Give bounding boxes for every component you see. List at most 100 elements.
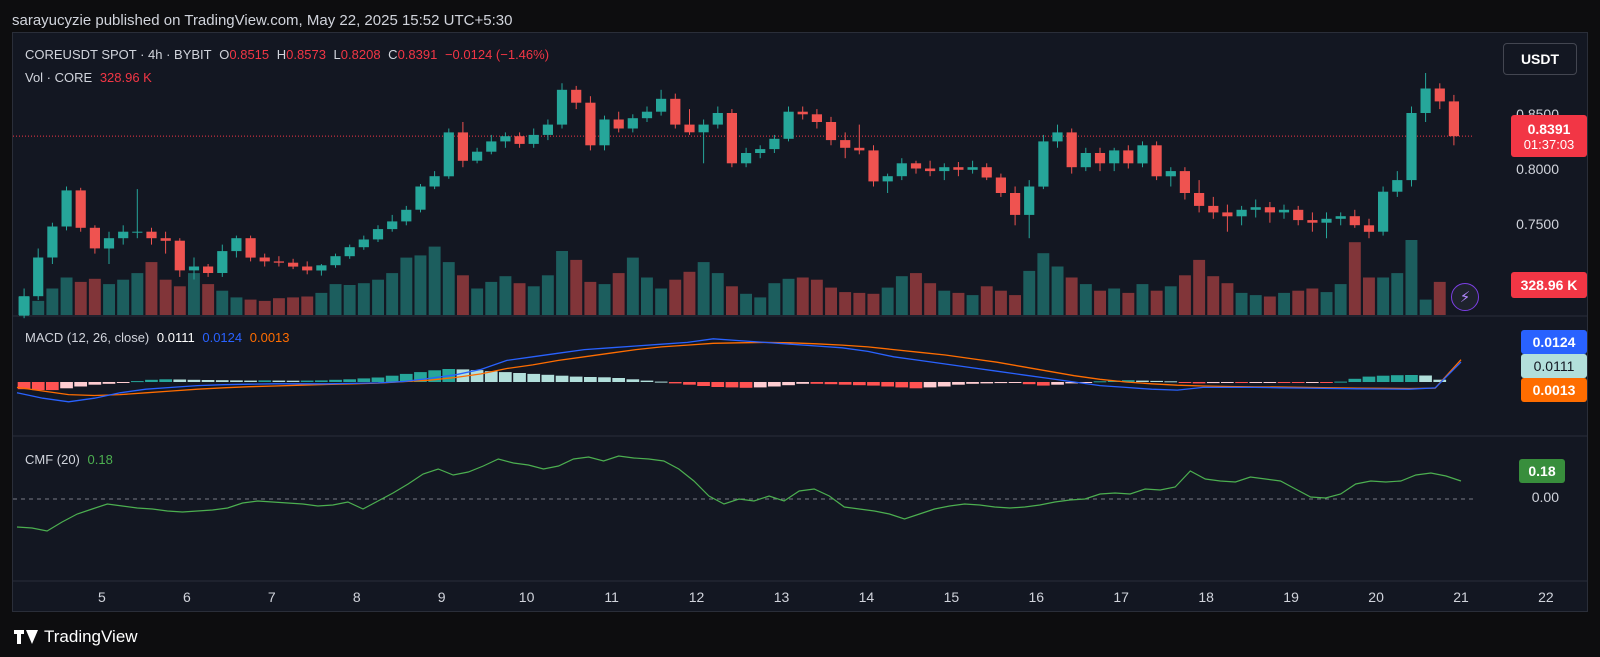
- candle-body: [103, 238, 115, 249]
- candle-body: [1335, 216, 1346, 219]
- lightning-icon[interactable]: ⚡: [1451, 283, 1479, 311]
- x-tick-label: 14: [858, 589, 875, 605]
- x-tick-label: 11: [604, 589, 619, 605]
- candle-body: [627, 118, 638, 129]
- macd-histogram-bar: [1121, 380, 1135, 382]
- macd-histogram-bar: [683, 382, 696, 385]
- candle-body: [61, 190, 72, 227]
- macd-histogram-bar: [272, 380, 286, 382]
- candle-body: [1236, 209, 1247, 217]
- candle-body: [670, 98, 681, 125]
- x-tick-label: 22: [1538, 589, 1554, 605]
- candle-body: [372, 229, 384, 240]
- macd-histogram-bar: [215, 380, 229, 382]
- volume-bar: [881, 287, 894, 315]
- candle-body: [1038, 141, 1049, 187]
- macd-histogram-bar: [1235, 382, 1248, 383]
- volume-bar: [230, 297, 243, 315]
- macd-histogram-bar: [711, 382, 725, 387]
- chart-svg[interactable]: [13, 33, 1588, 612]
- x-tick-label: 15: [943, 589, 960, 605]
- candle-body: [1123, 150, 1134, 164]
- candle-body: [542, 124, 553, 135]
- candle-body: [939, 167, 950, 172]
- candle-body: [358, 239, 369, 248]
- macd-histogram-bar: [286, 380, 300, 382]
- candle-body: [401, 209, 412, 222]
- macd-histogram-bar: [371, 377, 385, 382]
- candle-body: [1052, 132, 1063, 142]
- candle-body: [1179, 171, 1190, 193]
- candle-body: [146, 231, 157, 239]
- macd-histogram-bar: [116, 382, 130, 383]
- footer-brand-text: TradingView: [44, 627, 138, 646]
- macd-histogram-bar: [315, 380, 328, 382]
- candle-body: [825, 122, 837, 141]
- candle-body: [755, 149, 766, 153]
- volume-bar: [188, 273, 200, 315]
- volume-bar: [485, 281, 498, 315]
- legend-high-label: H: [276, 47, 287, 62]
- price-tick: 0.7500: [1516, 216, 1559, 232]
- candle-body: [1194, 193, 1205, 206]
- candle-body: [556, 89, 568, 125]
- chart-frame[interactable]: COREUSDT SPOT · 4h · BYBIT O0.8515 H0.85…: [12, 32, 1588, 612]
- signal-line: [16, 341, 1462, 397]
- candle-body: [1434, 88, 1445, 102]
- volume-bar: [457, 275, 469, 315]
- volume-legend-label[interactable]: Vol · CORE: [25, 70, 93, 85]
- macd-histogram-bar: [867, 382, 880, 386]
- volume-bar: [88, 278, 101, 315]
- macd-histogram-bar: [1221, 382, 1234, 383]
- currency-button[interactable]: USDT: [1503, 43, 1577, 75]
- macd-histogram-bar: [1206, 382, 1220, 384]
- x-tick-label: 18: [1198, 589, 1214, 605]
- volume-bar: [711, 273, 724, 315]
- volume-bar: [442, 262, 455, 315]
- volume-bar: [1405, 240, 1418, 315]
- macd-histogram-bar: [626, 379, 640, 382]
- candle-body: [231, 238, 242, 252]
- candle-body: [741, 153, 752, 164]
- macd-histogram-bar: [1419, 375, 1432, 382]
- macd-histogram-bar: [1405, 375, 1418, 382]
- macd-legend-label[interactable]: MACD (12, 26, close): [25, 330, 150, 345]
- candle-body: [1406, 113, 1417, 181]
- macd-histogram-bar: [584, 377, 597, 382]
- volume-bar: [1079, 284, 1092, 315]
- candle-body: [1420, 88, 1431, 113]
- macd-histogram-bar: [612, 378, 625, 382]
- volume-bar: [1363, 277, 1375, 315]
- candle-body: [415, 186, 426, 210]
- footer-brand[interactable]: TradingView: [14, 627, 138, 647]
- volume-bar: [202, 284, 215, 315]
- macd-histogram-bar: [300, 380, 314, 382]
- macd-histogram-bar: [1079, 382, 1093, 383]
- macd-histogram-bar: [555, 375, 569, 382]
- macd-histogram-bar: [428, 370, 441, 382]
- candle-body: [1349, 216, 1360, 226]
- volume-legend: Vol · CORE 328.96 K: [25, 70, 156, 85]
- candle-body: [726, 113, 737, 164]
- candle-body: [712, 113, 723, 125]
- candle-body: [472, 151, 483, 161]
- macd-hist-badge: 0.0013: [1521, 378, 1587, 402]
- volume-bar: [952, 292, 965, 315]
- legend-symbol[interactable]: COREUSDT SPOT · 4h · BYBIT: [25, 47, 212, 62]
- macd-histogram-bar: [1334, 381, 1347, 383]
- macd-histogram-bar: [1277, 382, 1291, 383]
- volume-bar: [641, 277, 653, 315]
- legend-open-label: O: [219, 47, 230, 62]
- macd-histogram-bar: [1065, 382, 1078, 384]
- candle-body: [797, 111, 808, 115]
- volume-bar: [966, 295, 979, 315]
- candle-body: [1307, 220, 1318, 223]
- candle-body: [288, 262, 299, 267]
- volume-bar: [414, 255, 427, 315]
- macd-histogram-bar: [1164, 381, 1178, 383]
- candle-body: [174, 240, 185, 271]
- volume-bar: [924, 283, 937, 315]
- cmf-legend-label[interactable]: CMF (20): [25, 452, 80, 467]
- macd-histogram-bar: [399, 373, 413, 382]
- candle-body: [1024, 186, 1035, 215]
